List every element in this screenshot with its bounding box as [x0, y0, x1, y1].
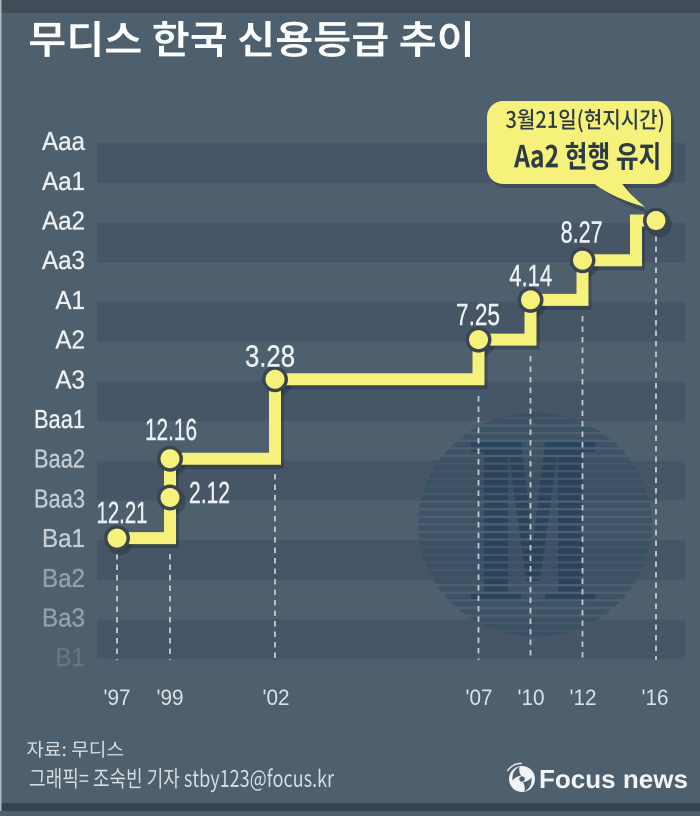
svg-text:'99: '99: [157, 685, 184, 710]
svg-text:'97: '97: [104, 685, 131, 710]
svg-text:Baa1: Baa1: [34, 404, 85, 434]
svg-text:12.21: 12.21: [97, 495, 148, 530]
svg-text:8.27: 8.27: [561, 215, 603, 250]
svg-text:Ba3: Ba3: [42, 603, 85, 633]
svg-text:Ba2: Ba2: [42, 563, 85, 593]
svg-text:Aa2: Aa2: [42, 206, 85, 236]
svg-text:Baa3: Baa3: [34, 483, 85, 513]
svg-text:A1: A1: [55, 285, 85, 315]
svg-text:'16: '16: [642, 685, 669, 710]
svg-text:A2: A2: [55, 325, 85, 355]
svg-text:'02: '02: [263, 685, 290, 710]
svg-text:B1: B1: [55, 642, 85, 672]
svg-text:12.16: 12.16: [145, 412, 197, 447]
svg-text:'10: '10: [518, 685, 545, 710]
svg-text:'12: '12: [570, 685, 597, 710]
svg-text:3.28: 3.28: [245, 339, 295, 374]
svg-text:Focus news: Focus news: [539, 764, 688, 794]
svg-text:Baa2: Baa2: [34, 444, 85, 474]
svg-text:4.14: 4.14: [509, 258, 552, 293]
svg-text:Ba1: Ba1: [42, 523, 85, 553]
svg-text:7.25: 7.25: [456, 297, 500, 332]
svg-text:Aa3: Aa3: [42, 245, 85, 275]
svg-text:Aa1: Aa1: [42, 166, 85, 196]
svg-text:A3: A3: [55, 364, 85, 394]
svg-text:Aaa: Aaa: [42, 126, 85, 156]
svg-text:2.12: 2.12: [189, 475, 230, 510]
svg-text:'07: '07: [466, 685, 493, 710]
